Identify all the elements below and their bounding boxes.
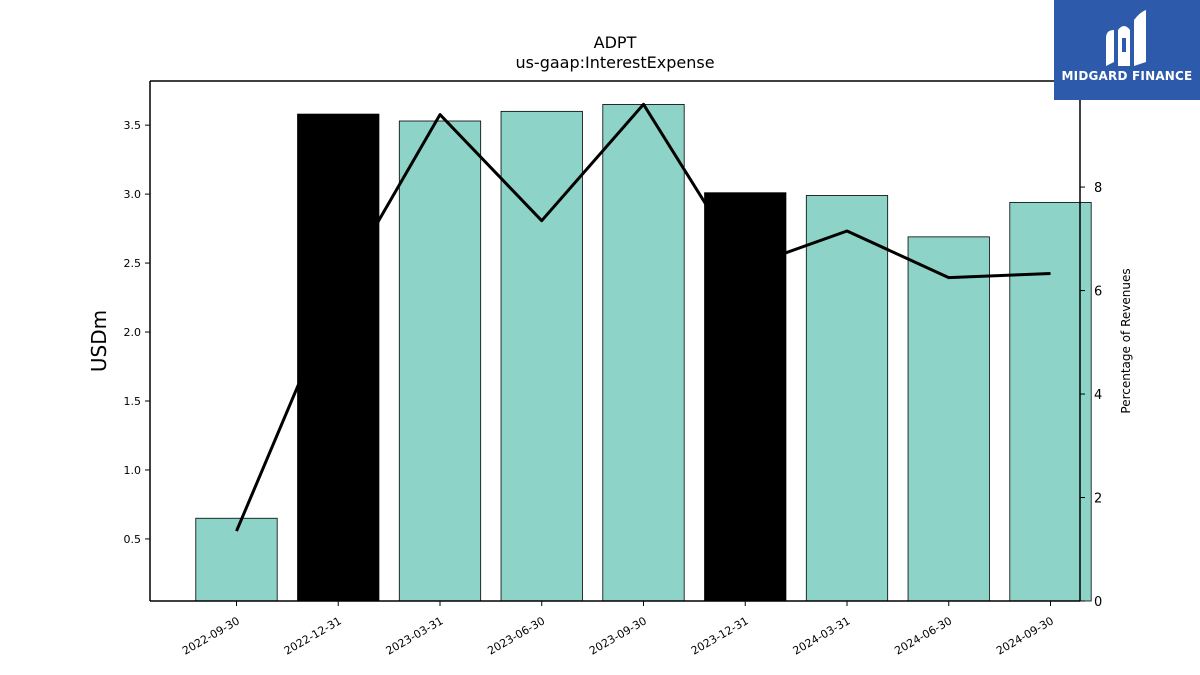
bar bbox=[907, 236, 990, 602]
bar bbox=[805, 195, 889, 602]
y2-axis-label: Percentage of Revenues bbox=[1119, 268, 1133, 413]
bar bbox=[500, 110, 583, 602]
y-tick-label: 3.0 bbox=[124, 188, 142, 201]
x-tick-label: 2023-12-31 bbox=[689, 614, 751, 657]
percentage-line bbox=[235, 102, 1051, 532]
y-tick-label: 0.5 bbox=[124, 533, 142, 546]
midgard-finance-logo: MIDGARD FINANCE bbox=[1054, 0, 1200, 100]
y2-tick-label: 4 bbox=[1094, 388, 1102, 403]
x-tick-label: 2023-03-31 bbox=[384, 614, 446, 657]
y2-tick-label: 8 bbox=[1094, 181, 1102, 196]
x-tick-label: 2024-09-30 bbox=[994, 614, 1056, 657]
y2-tick-label: 2 bbox=[1094, 492, 1102, 507]
x-tick-label: 2022-09-30 bbox=[180, 614, 242, 657]
bar bbox=[704, 192, 787, 602]
y-tick-label: 2.5 bbox=[124, 257, 142, 270]
bar bbox=[1009, 201, 1092, 602]
bar bbox=[602, 104, 685, 602]
x-tick-label: 2023-06-30 bbox=[485, 614, 547, 657]
y2-tick-label: 6 bbox=[1094, 285, 1102, 300]
y-tick-label: 2.0 bbox=[124, 326, 142, 339]
y-tick-label: 1.0 bbox=[124, 464, 142, 477]
bar bbox=[195, 517, 278, 602]
y-axis-label: USDm bbox=[87, 310, 111, 372]
x-tick-label: 2023-09-30 bbox=[587, 614, 649, 657]
chart-subtitle: us-gaap:InterestExpense bbox=[515, 53, 714, 72]
logo-mark-icon bbox=[1106, 10, 1146, 66]
logo-text: MIDGARD FINANCE bbox=[1061, 69, 1193, 83]
x-tick-label: 2024-06-30 bbox=[892, 614, 954, 657]
bar bbox=[398, 120, 482, 602]
x-tick-label: 2024-03-31 bbox=[791, 614, 853, 657]
y-tick-label: 3.5 bbox=[124, 119, 142, 132]
x-tick-label: 2022-12-31 bbox=[282, 614, 344, 657]
chart-title: ADPT bbox=[594, 33, 637, 52]
y2-tick-label: 0 bbox=[1094, 595, 1102, 610]
y-tick-label: 1.5 bbox=[124, 395, 142, 408]
